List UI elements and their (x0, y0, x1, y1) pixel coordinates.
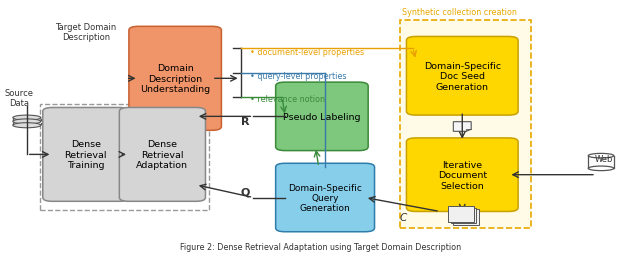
FancyBboxPatch shape (406, 138, 518, 212)
Ellipse shape (588, 166, 614, 171)
Ellipse shape (588, 154, 614, 158)
Text: • relevance notion: • relevance notion (250, 95, 325, 104)
Text: Source
Data: Source Data (4, 88, 34, 108)
Text: Pseudo Labeling: Pseudo Labeling (283, 113, 361, 121)
Text: R: R (241, 117, 249, 127)
Text: Dense
Retrieval
Training: Dense Retrieval Training (65, 140, 107, 170)
Ellipse shape (13, 123, 41, 128)
FancyBboxPatch shape (129, 27, 221, 131)
FancyBboxPatch shape (43, 108, 129, 201)
Text: Web: Web (595, 154, 613, 163)
FancyBboxPatch shape (451, 208, 476, 223)
FancyBboxPatch shape (119, 108, 205, 201)
Text: • query-level properties: • query-level properties (250, 72, 347, 81)
FancyBboxPatch shape (448, 207, 474, 222)
Text: Figure 2: Dense Retrieval Adaptation using Target Domain Description: Figure 2: Dense Retrieval Adaptation usi… (180, 242, 461, 251)
Text: Domain
Description
Understanding: Domain Description Understanding (140, 64, 210, 94)
Text: Synthetic collection creation: Synthetic collection creation (402, 8, 517, 17)
Text: Domain-Specific
Doc Seed
Generation: Domain-Specific Doc Seed Generation (424, 62, 501, 91)
Text: • document-level properties: • document-level properties (250, 48, 364, 57)
Text: Target Domain
Description: Target Domain Description (56, 23, 116, 42)
FancyBboxPatch shape (406, 37, 518, 116)
FancyBboxPatch shape (276, 83, 368, 151)
FancyBboxPatch shape (400, 21, 531, 228)
Text: Q: Q (241, 186, 250, 196)
Text: Dense
Retrieval
Adaptation: Dense Retrieval Adaptation (136, 140, 188, 170)
FancyBboxPatch shape (276, 164, 374, 232)
Ellipse shape (13, 116, 41, 121)
Text: C: C (400, 212, 407, 222)
Text: Iterative
Document
Selection: Iterative Document Selection (438, 160, 487, 190)
Text: Domain-Specific
Query
Generation: Domain-Specific Query Generation (288, 183, 362, 213)
FancyBboxPatch shape (453, 210, 479, 225)
Polygon shape (453, 122, 471, 132)
Ellipse shape (13, 119, 41, 124)
